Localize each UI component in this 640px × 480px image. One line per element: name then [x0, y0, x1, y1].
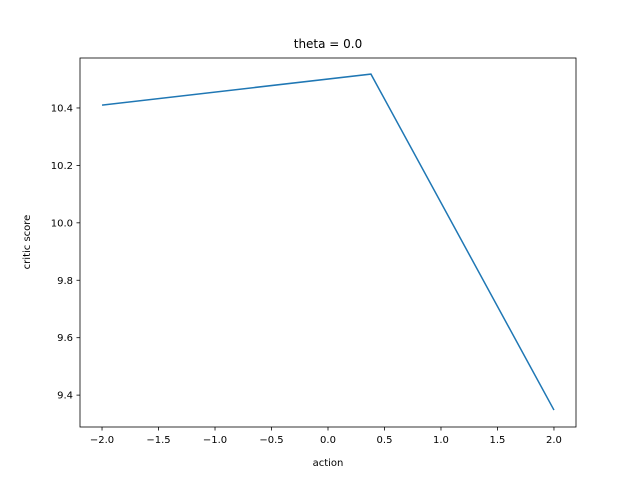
chart-title: theta = 0.0 — [294, 37, 363, 51]
y-tick-label: 9.4 — [57, 391, 73, 402]
y-tick-label: 9.6 — [57, 333, 73, 344]
line — [101, 73, 555, 411]
x-tick-label: −1.5 — [146, 435, 170, 446]
y-tick-label: 10.4 — [51, 103, 73, 114]
y-tick-label: 9.8 — [57, 276, 73, 287]
x-tick-label: −2.0 — [90, 435, 114, 446]
y-tick-label: 10.0 — [51, 218, 73, 229]
x-tick-label: 0.0 — [320, 435, 336, 446]
x-tick-label: 1.5 — [490, 435, 506, 446]
x-tick-label: 0.5 — [377, 435, 393, 446]
x-tick-label: 2.0 — [546, 435, 562, 446]
axes-frame — [79, 57, 577, 428]
x-tick-label: 1.0 — [433, 435, 449, 446]
x-tick-label: −0.5 — [259, 435, 283, 446]
y-tick-label: 10.2 — [51, 161, 73, 172]
x-tick-label: −1.0 — [203, 435, 227, 446]
y-axis-label: critic score — [22, 215, 33, 270]
x-axis-label: action — [313, 458, 344, 469]
